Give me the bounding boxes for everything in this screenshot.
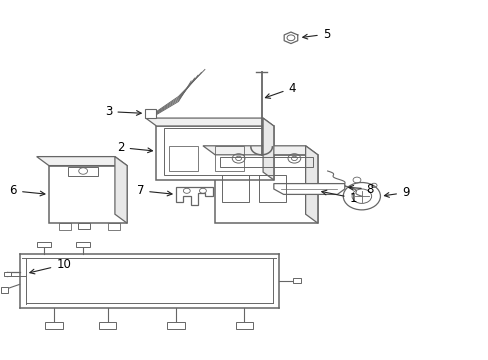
Bar xyxy=(235,322,253,329)
Polygon shape xyxy=(284,32,297,44)
Bar xyxy=(76,242,90,247)
Circle shape xyxy=(343,183,380,210)
Text: 3: 3 xyxy=(105,105,141,118)
Bar xyxy=(145,109,156,118)
Bar xyxy=(107,223,120,230)
Bar xyxy=(163,128,266,175)
Bar xyxy=(220,157,312,167)
Bar xyxy=(167,322,184,329)
Bar xyxy=(78,223,90,229)
Bar xyxy=(259,175,285,202)
Text: 10: 10 xyxy=(30,258,71,274)
Bar xyxy=(49,166,127,223)
Text: 9: 9 xyxy=(384,186,408,199)
Polygon shape xyxy=(176,187,212,205)
Text: 6: 6 xyxy=(10,184,45,197)
Text: 7: 7 xyxy=(137,184,172,197)
Bar xyxy=(222,175,249,202)
Bar xyxy=(156,126,273,180)
Polygon shape xyxy=(145,118,273,126)
Bar xyxy=(215,155,317,223)
Text: 5: 5 xyxy=(302,28,329,41)
Polygon shape xyxy=(115,157,127,223)
Bar xyxy=(4,272,11,276)
Bar xyxy=(45,322,62,329)
Bar xyxy=(59,223,71,230)
Bar xyxy=(1,287,8,293)
Text: 4: 4 xyxy=(265,82,295,98)
Polygon shape xyxy=(305,146,317,223)
Bar xyxy=(293,278,300,283)
Polygon shape xyxy=(263,118,273,180)
Text: 2: 2 xyxy=(117,141,152,154)
Polygon shape xyxy=(203,146,317,155)
Bar xyxy=(99,322,116,329)
Bar xyxy=(215,146,244,171)
Text: 8: 8 xyxy=(348,183,373,195)
Bar xyxy=(37,242,51,247)
Polygon shape xyxy=(273,184,344,194)
Polygon shape xyxy=(37,157,127,166)
Bar xyxy=(168,146,198,171)
Text: 1: 1 xyxy=(321,190,356,204)
Bar xyxy=(68,167,98,176)
